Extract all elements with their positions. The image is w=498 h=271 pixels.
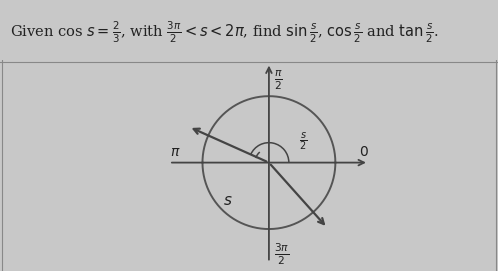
Text: $\pi$: $\pi$ bbox=[170, 145, 181, 159]
Text: $0$: $0$ bbox=[359, 145, 369, 159]
Text: $\frac{s}{2}$: $\frac{s}{2}$ bbox=[299, 130, 308, 152]
Text: $\frac{\pi}{2}$: $\frac{\pi}{2}$ bbox=[273, 69, 282, 92]
Text: $s$: $s$ bbox=[223, 194, 233, 208]
Text: $\frac{3\pi}{2}$: $\frac{3\pi}{2}$ bbox=[273, 242, 289, 267]
Text: Given cos $s = \frac{2}{3}$, with $\frac{3\pi}{2} < s < 2\pi$, find $\sin\frac{s: Given cos $s = \frac{2}{3}$, with $\frac… bbox=[10, 20, 439, 46]
